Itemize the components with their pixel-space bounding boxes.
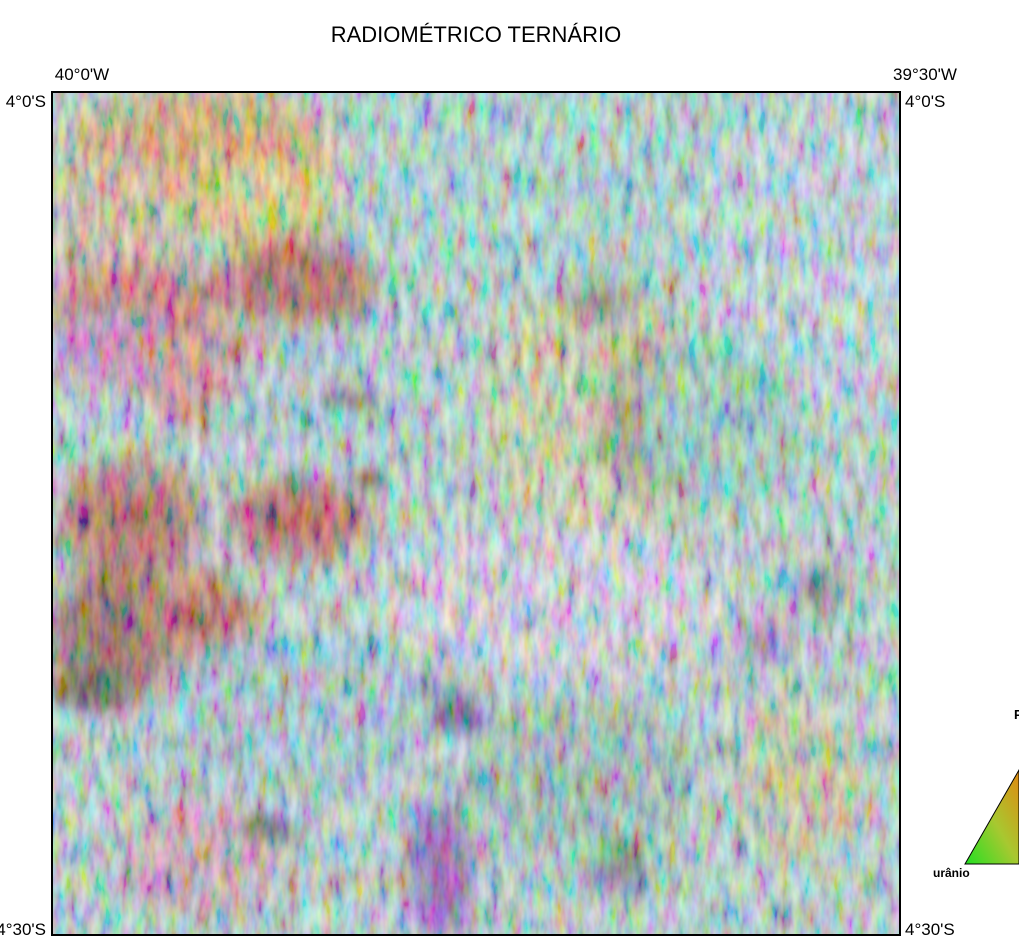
legend-label: P [1014,707,1019,722]
ternary-image [52,92,900,935]
legend-label: urânio [933,866,970,880]
ternary-legend [964,768,1019,865]
lon-label: 40°0'W [55,65,109,84]
lat-label: 4°30'S [0,920,46,939]
lon-label: 39°30'W [893,65,957,84]
lat-label: 4°0'S [6,92,46,111]
map-title: RADIOMÉTRICO TERNÁRIO [331,22,622,47]
map-frame [51,91,901,936]
lat-label: 4°0'S [905,92,945,111]
lat-label: 4°30'S [905,920,955,939]
